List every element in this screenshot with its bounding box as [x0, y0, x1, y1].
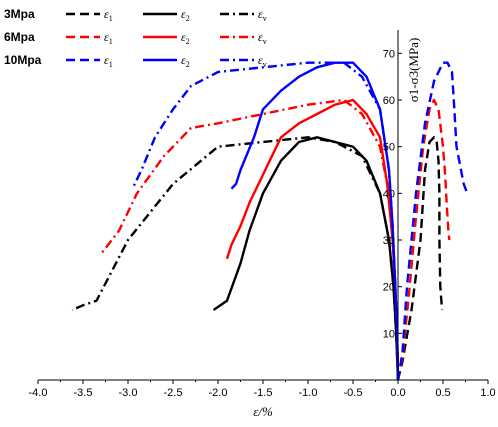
y-tick-label: 70 [383, 48, 395, 60]
series-6mpa-eps1 [396, 98, 451, 381]
legend-group-label: 10Mpa [4, 53, 42, 67]
y-tick-label: 10 [383, 328, 395, 340]
series-10mpa-eps2 [230, 61, 400, 381]
x-axis-title: ε/% [253, 404, 273, 419]
x-tick-label: -0.5 [344, 387, 363, 399]
x-axis-ticks: -4.0 -3.5 -3.0 -2.5 -2.0 -1.5 -1.0 -0.5 0.0 0.5 1.… [29, 380, 496, 399]
x-tick-label: 0.0 [390, 387, 405, 399]
y-tick-label: 40 [383, 188, 395, 200]
legend-group-label: 6Mpa [4, 30, 35, 44]
y-axis-title: σ1-σ3(MPa) [406, 38, 421, 103]
y-tick-label: 20 [383, 282, 395, 294]
y-tick-label: 60 [383, 95, 395, 107]
legend-entry-label: ε2 [181, 53, 190, 69]
series-6mpa-eps_v [100, 98, 400, 381]
legend-entry-label: ε2 [181, 30, 190, 46]
x-tick-label: 0.5 [435, 387, 450, 399]
legend-entry-label: εv [258, 53, 267, 69]
x-tick-label: -1.5 [254, 387, 273, 399]
series-10mpa-eps1 [396, 61, 469, 381]
x-tick-label: -3.0 [119, 387, 138, 399]
legend: 3Mpa ε1 ε2 εv 6Mpa ε1 ε2 εv 10Mpa ε1 ε2 εv [4, 7, 267, 69]
y-axis-ticks: 10 20 30 40 50 60 70 [383, 48, 402, 340]
x-tick-label: 1.0 [480, 387, 495, 399]
x-tick-label: -2.0 [209, 387, 228, 399]
x-tick-label: -3.5 [74, 387, 93, 399]
legend-entry-label: ε1 [104, 30, 113, 46]
x-tick-label: -4.0 [29, 387, 48, 399]
series-3mpa-eps_v [71, 136, 400, 381]
legend-entry-label: ε1 [104, 7, 113, 23]
y-tick-label: 50 [383, 142, 395, 154]
legend-entry-label: ε1 [104, 53, 113, 69]
y-tick-label: 30 [383, 235, 395, 247]
legend-entry-label: εv [258, 30, 267, 46]
series-10mpa-eps_v [131, 61, 400, 381]
legend-entry-label: εv [258, 7, 267, 23]
series-layer [71, 61, 469, 381]
series-3mpa-eps1 [396, 136, 444, 381]
x-tick-label: -2.5 [164, 387, 183, 399]
x-tick-label: -1.0 [299, 387, 318, 399]
legend-entry-label: ε2 [181, 7, 190, 23]
axes-layer: -4.0 -3.5 -3.0 -2.5 -2.0 -1.5 -1.0 -0.5 0.0 0.5 1.… [29, 30, 496, 399]
legend-group-label: 3Mpa [4, 7, 35, 21]
